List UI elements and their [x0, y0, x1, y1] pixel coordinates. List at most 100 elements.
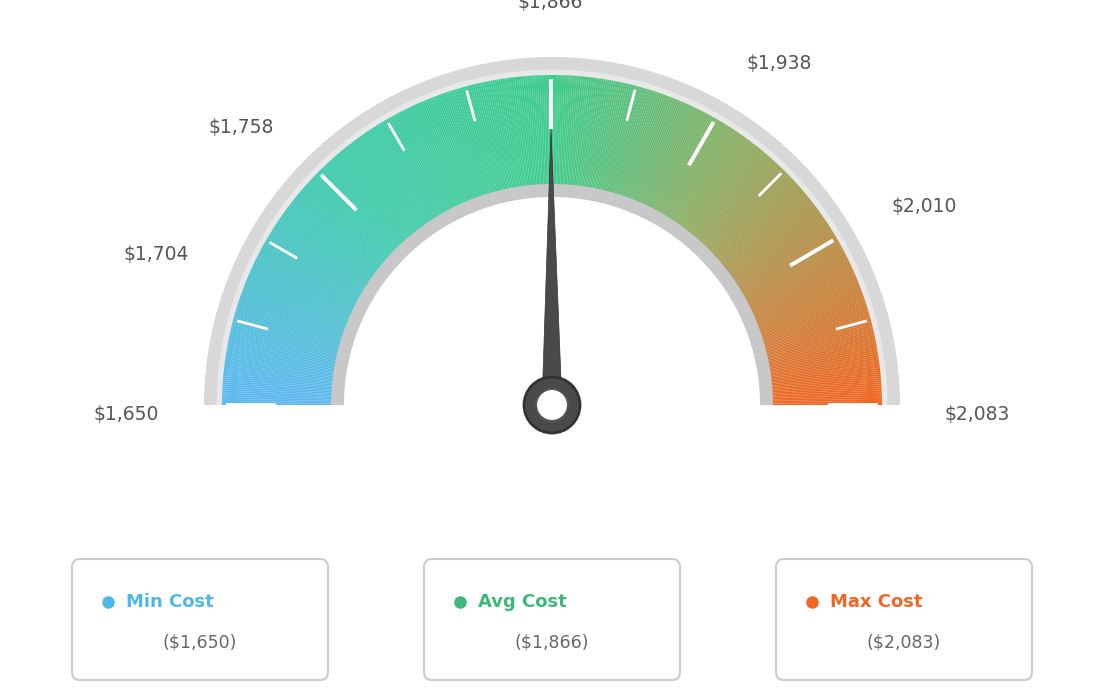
- Wedge shape: [711, 190, 804, 269]
- Wedge shape: [749, 289, 862, 333]
- Wedge shape: [533, 75, 541, 195]
- Wedge shape: [223, 382, 342, 392]
- Wedge shape: [622, 94, 664, 208]
- Wedge shape: [505, 78, 523, 197]
- Wedge shape: [358, 137, 429, 235]
- Wedge shape: [336, 155, 415, 246]
- Wedge shape: [686, 150, 764, 244]
- Wedge shape: [259, 250, 367, 307]
- Wedge shape: [357, 138, 428, 236]
- Wedge shape: [396, 113, 455, 219]
- Wedge shape: [744, 270, 854, 320]
- Wedge shape: [443, 93, 484, 207]
- Wedge shape: [495, 80, 517, 198]
- Wedge shape: [616, 90, 654, 206]
- Wedge shape: [259, 251, 367, 308]
- Wedge shape: [353, 141, 426, 237]
- Wedge shape: [550, 75, 552, 195]
- Wedge shape: [761, 362, 880, 379]
- Wedge shape: [283, 213, 381, 284]
- Wedge shape: [570, 76, 581, 196]
- Wedge shape: [608, 87, 643, 203]
- Wedge shape: [761, 376, 881, 388]
- Wedge shape: [740, 257, 848, 312]
- Wedge shape: [709, 185, 799, 266]
- Wedge shape: [640, 106, 692, 215]
- Wedge shape: [747, 284, 860, 329]
- Wedge shape: [758, 347, 878, 370]
- Wedge shape: [223, 372, 343, 385]
- Wedge shape: [344, 197, 760, 405]
- Wedge shape: [708, 184, 798, 265]
- Wedge shape: [601, 84, 630, 201]
- Wedge shape: [753, 309, 869, 345]
- Wedge shape: [341, 150, 420, 243]
- Wedge shape: [450, 90, 488, 206]
- Wedge shape: [226, 347, 346, 370]
- Wedge shape: [741, 259, 849, 313]
- Wedge shape: [698, 167, 783, 255]
- Wedge shape: [268, 235, 372, 298]
- Wedge shape: [652, 115, 711, 221]
- Wedge shape: [692, 159, 773, 249]
- Wedge shape: [690, 156, 771, 248]
- Wedge shape: [762, 386, 882, 395]
- Wedge shape: [728, 225, 829, 291]
- Wedge shape: [731, 233, 835, 297]
- Wedge shape: [670, 132, 740, 232]
- Wedge shape: [344, 147, 422, 242]
- Wedge shape: [726, 221, 827, 289]
- Wedge shape: [238, 299, 353, 339]
- Polygon shape: [542, 129, 562, 405]
- Wedge shape: [428, 98, 475, 210]
- Wedge shape: [456, 89, 492, 204]
- Wedge shape: [317, 172, 403, 257]
- Wedge shape: [677, 139, 750, 237]
- Wedge shape: [248, 274, 359, 323]
- Wedge shape: [245, 282, 358, 328]
- Wedge shape: [320, 169, 405, 255]
- Wedge shape: [753, 311, 869, 346]
- Wedge shape: [222, 386, 342, 395]
- Circle shape: [524, 377, 580, 433]
- Wedge shape: [634, 101, 683, 213]
- Text: $1,938: $1,938: [746, 55, 813, 73]
- Wedge shape: [609, 88, 644, 204]
- Wedge shape: [761, 364, 880, 380]
- Wedge shape: [725, 218, 825, 287]
- Wedge shape: [602, 84, 633, 201]
- Wedge shape: [526, 76, 537, 196]
- Wedge shape: [757, 337, 875, 363]
- Wedge shape: [661, 123, 725, 226]
- Wedge shape: [512, 77, 529, 197]
- Wedge shape: [401, 111, 457, 219]
- Wedge shape: [388, 118, 448, 223]
- Wedge shape: [680, 143, 754, 239]
- Wedge shape: [697, 166, 781, 254]
- Wedge shape: [595, 82, 622, 200]
- Wedge shape: [574, 77, 590, 197]
- Wedge shape: [406, 108, 460, 217]
- Wedge shape: [575, 77, 592, 197]
- Text: Min Cost: Min Cost: [126, 593, 214, 611]
- Wedge shape: [279, 218, 379, 287]
- Wedge shape: [444, 92, 485, 206]
- Wedge shape: [760, 357, 879, 376]
- Wedge shape: [558, 75, 562, 195]
- Wedge shape: [682, 146, 757, 241]
- Wedge shape: [718, 201, 813, 276]
- Wedge shape: [617, 91, 656, 206]
- Wedge shape: [242, 291, 354, 334]
- Wedge shape: [747, 286, 860, 330]
- Wedge shape: [253, 264, 362, 317]
- Wedge shape: [538, 75, 544, 195]
- Wedge shape: [719, 204, 815, 278]
- Wedge shape: [250, 270, 360, 320]
- Wedge shape: [649, 113, 708, 219]
- Wedge shape: [381, 122, 444, 226]
- Wedge shape: [230, 333, 347, 360]
- Wedge shape: [294, 198, 389, 274]
- Wedge shape: [390, 117, 449, 222]
- Wedge shape: [577, 77, 593, 197]
- Wedge shape: [234, 313, 350, 348]
